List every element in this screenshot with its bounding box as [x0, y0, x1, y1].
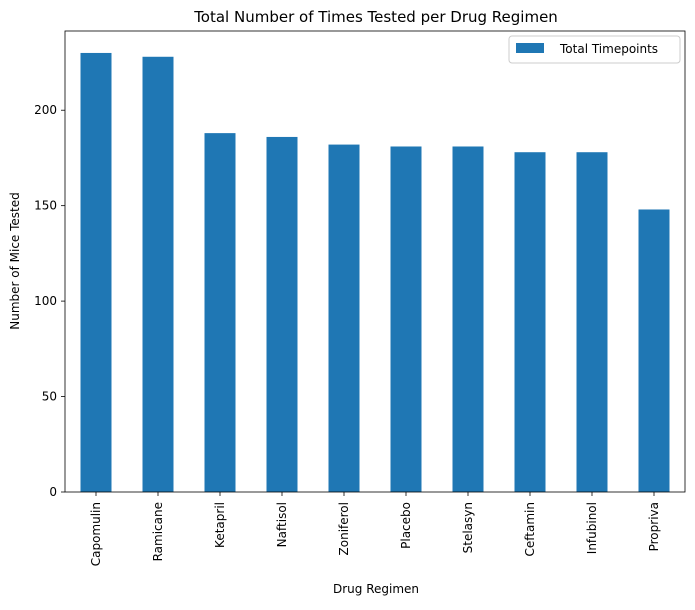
legend: Total Timepoints	[508, 35, 681, 64]
y-axis-label: Number of Mice Tested	[8, 192, 22, 330]
bar-capomulin	[80, 52, 112, 492]
bar-ceftamin	[514, 152, 546, 492]
bar-ramicane	[142, 56, 174, 492]
y-tick-label: 0	[49, 485, 57, 499]
bar-zoniferol	[328, 144, 360, 492]
bar-ketapril	[204, 133, 236, 493]
bar-infubinol	[576, 152, 608, 492]
x-tick-label: Zoniferol	[337, 502, 351, 555]
bars-group	[80, 52, 670, 493]
y-tick-label: 200	[34, 103, 57, 117]
x-tick-label: Propriva	[647, 502, 661, 551]
legend-label: Total Timepoints	[559, 42, 658, 56]
bar-placebo	[390, 146, 422, 492]
x-tick-label: Ketapril	[213, 502, 227, 548]
y-axis: 0 50 100 150 200	[34, 103, 65, 499]
x-axis: Capomulin Ramicane Ketapril Naftisol Zonifer…	[89, 492, 661, 566]
x-axis-label: Drug Regimen	[333, 582, 419, 596]
x-tick-label: Infubinol	[585, 502, 599, 554]
plot-frame	[64, 30, 686, 493]
y-tick-label: 100	[34, 294, 57, 308]
x-tick-label: Naftisol	[275, 502, 289, 547]
y-tick-label: 50	[42, 390, 57, 404]
x-tick-label: Capomulin	[89, 502, 103, 566]
chart-title: Total Number of Times Tested per Drug Re…	[193, 8, 558, 26]
x-tick-label: Ramicane	[151, 502, 165, 561]
x-tick-label: Ceftamin	[523, 502, 537, 556]
y-tick-label: 150	[34, 199, 57, 213]
legend-frame	[508, 35, 681, 64]
bar-propriva	[638, 209, 670, 492]
x-tick-label: Placebo	[399, 502, 413, 549]
legend-swatch	[516, 43, 544, 53]
bar-naftisol	[266, 136, 298, 492]
x-tick-label: Stelasyn	[461, 502, 475, 553]
bar-stelasyn	[452, 146, 484, 492]
